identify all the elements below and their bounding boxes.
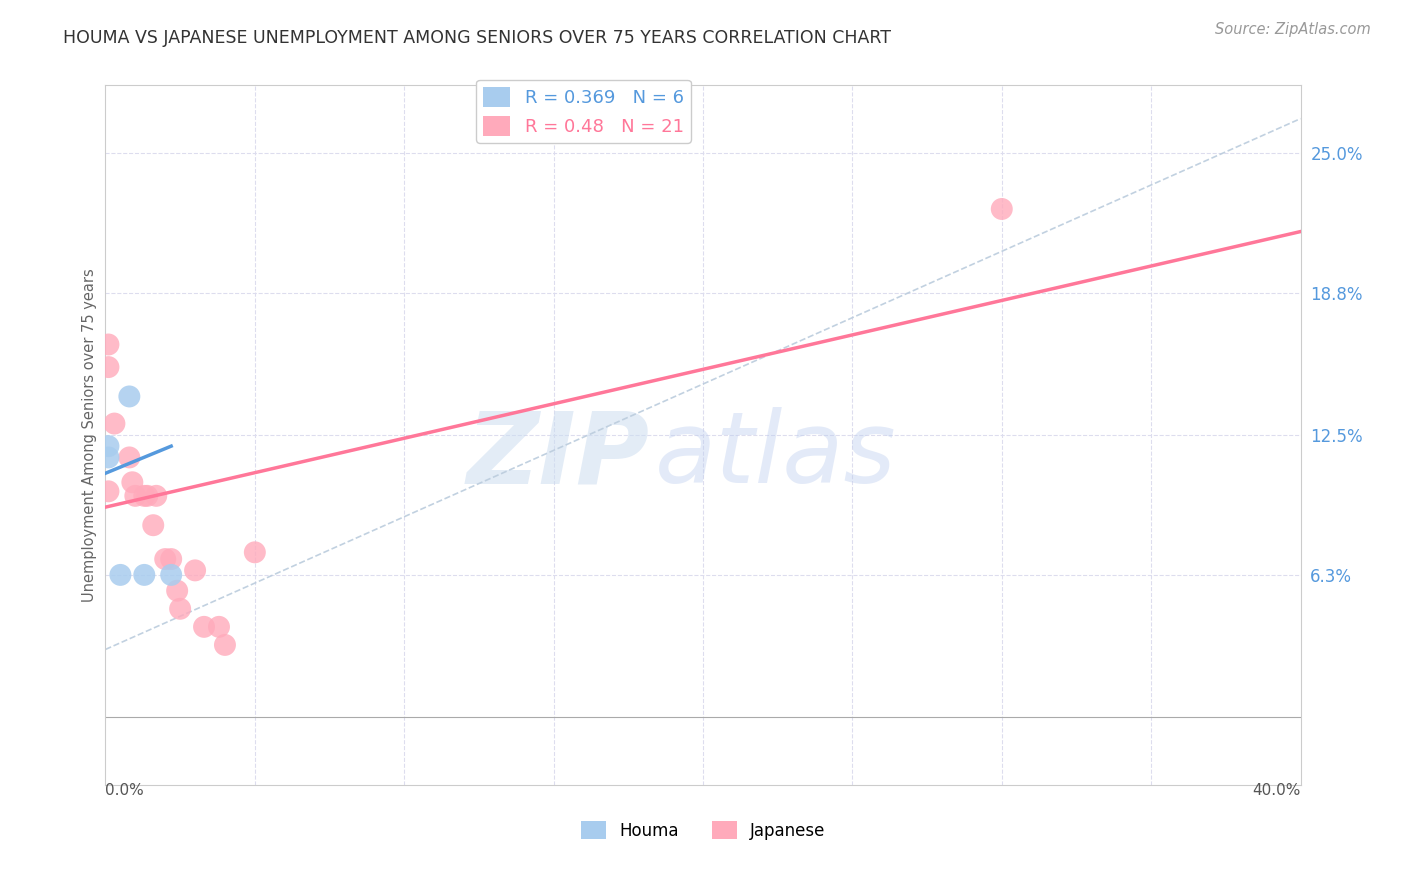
Text: atlas: atlas xyxy=(655,408,897,504)
Point xyxy=(97,360,120,375)
Point xyxy=(160,568,183,582)
Point xyxy=(243,545,266,559)
Point xyxy=(169,601,191,615)
Point xyxy=(166,583,188,598)
Point xyxy=(184,563,207,577)
Point xyxy=(990,202,1012,216)
Point xyxy=(110,568,132,582)
Text: ZIP: ZIP xyxy=(467,408,650,504)
Point xyxy=(142,518,165,533)
Point xyxy=(160,552,183,566)
Y-axis label: Unemployment Among Seniors over 75 years: Unemployment Among Seniors over 75 years xyxy=(82,268,97,602)
Point xyxy=(97,484,120,499)
Point xyxy=(118,389,141,403)
Point xyxy=(155,552,177,566)
Point xyxy=(118,450,141,465)
Point xyxy=(193,620,215,634)
Point xyxy=(208,620,231,634)
Point xyxy=(103,417,125,431)
Legend: Houma, Japanese: Houma, Japanese xyxy=(574,814,832,847)
Text: HOUMA VS JAPANESE UNEMPLOYMENT AMONG SENIORS OVER 75 YEARS CORRELATION CHART: HOUMA VS JAPANESE UNEMPLOYMENT AMONG SEN… xyxy=(63,29,891,46)
Point xyxy=(134,489,156,503)
Point xyxy=(97,439,120,453)
Point xyxy=(124,489,146,503)
Point xyxy=(134,568,156,582)
Point xyxy=(97,450,120,465)
Point xyxy=(121,475,143,490)
Text: Source: ZipAtlas.com: Source: ZipAtlas.com xyxy=(1215,22,1371,37)
Point xyxy=(145,489,167,503)
Point xyxy=(136,489,159,503)
Text: 40.0%: 40.0% xyxy=(1253,782,1301,797)
Text: 0.0%: 0.0% xyxy=(105,782,145,797)
Point xyxy=(214,638,236,652)
Point xyxy=(97,337,120,351)
